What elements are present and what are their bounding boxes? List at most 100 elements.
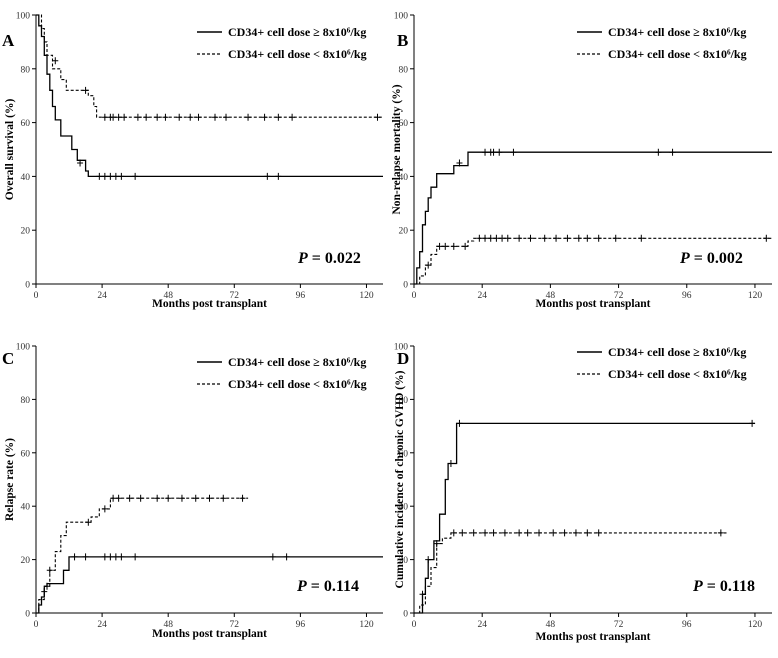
panel-letter: C [2, 349, 14, 368]
series-line-low-dose [36, 14, 383, 118]
x-tick-label: 120 [359, 620, 374, 630]
x-tick-label: 96 [296, 620, 306, 630]
x-tick-label: 120 [359, 291, 374, 301]
x-tick-label: 120 [748, 291, 763, 301]
censor-mark [638, 234, 645, 242]
censor-mark [516, 234, 523, 242]
censor-mark [482, 234, 489, 242]
series-line-low-dose [414, 237, 772, 285]
y-tick-label: 40 [399, 173, 409, 183]
x-tick-label: 72 [230, 620, 240, 630]
censor-mark [137, 494, 144, 502]
x-tick-label: 72 [614, 620, 624, 630]
censor-mark [763, 234, 770, 242]
p-value-number: = 0.022 [308, 250, 361, 267]
x-tick-label: 48 [546, 291, 556, 301]
censor-mark [584, 234, 591, 242]
censor-mark [575, 234, 582, 242]
legend-solid-label: CD34+ cell dose ≥ 8x10⁶/kg [608, 345, 746, 359]
p-value-number: = 0.002 [690, 250, 743, 267]
censor-mark [550, 529, 557, 537]
y-tick-label: 20 [399, 227, 409, 237]
censor-mark [132, 553, 139, 561]
censor-mark [482, 529, 489, 537]
censor-mark [118, 172, 125, 180]
censor-mark [749, 419, 756, 427]
p-value-symbol: P [297, 250, 308, 267]
y-tick-label: 40 [21, 173, 31, 183]
censor-mark [176, 113, 183, 121]
censor-mark [289, 113, 296, 121]
censor-mark [487, 234, 494, 242]
censor-mark [132, 172, 139, 180]
censor-mark [143, 113, 150, 121]
p-value-number: = 0.114 [307, 578, 359, 595]
y-tick-label: 40 [21, 503, 31, 513]
legend-solid-label: CD34+ cell dose ≥ 8x10⁶/kg [608, 25, 746, 39]
y-tick-label: 80 [21, 396, 31, 406]
censor-mark [595, 234, 602, 242]
chart-panel-d: D 0 20 40 60 80 100 0 24 48 72 96 120 Months post tra… [394, 343, 772, 643]
x-tick-label: 48 [546, 620, 556, 630]
censor-mark [374, 113, 381, 121]
x-tick-label: 0 [412, 620, 417, 630]
y-tick-label: 80 [399, 396, 409, 406]
x-axis-label: Months post transplant [152, 298, 267, 310]
chart-panel-b: B 0 20 40 60 80 100 0 24 48 72 96 120 Months post tra… [391, 12, 772, 310]
censor-mark [101, 553, 108, 561]
censor-mark [212, 113, 219, 121]
panel-letter: B [397, 31, 408, 50]
y-tick-label: 60 [399, 119, 409, 129]
censor-mark [584, 529, 591, 537]
x-tick-label: 120 [748, 620, 763, 630]
censor-mark [41, 588, 48, 596]
censor-mark [206, 494, 213, 502]
p-value: P = 0.118 [692, 578, 755, 595]
censor-mark [524, 529, 531, 537]
censor-mark [245, 113, 252, 121]
censor-mark [154, 113, 161, 121]
x-axis-label: Months post transplant [152, 628, 267, 640]
censor-mark [425, 556, 432, 564]
x-tick-label: 72 [230, 291, 240, 301]
censor-mark [165, 494, 172, 502]
censor-mark [447, 459, 454, 467]
censor-mark [223, 113, 230, 121]
censor-mark [261, 113, 268, 121]
x-axis-label: Months post transplant [535, 631, 650, 643]
censor-mark [669, 148, 676, 156]
x-tick-label: 0 [34, 291, 39, 301]
y-tick-label: 80 [399, 65, 409, 75]
censor-mark [476, 234, 483, 242]
censor-mark [195, 113, 202, 121]
censor-mark [107, 553, 114, 561]
p-value: P = 0.002 [679, 250, 743, 267]
censor-mark [655, 148, 662, 156]
series-line-low-dose [36, 497, 249, 614]
x-tick-label: 48 [163, 291, 173, 301]
y-tick-label: 20 [399, 556, 409, 566]
x-tick-label: 96 [682, 291, 692, 301]
censor-mark [52, 57, 59, 65]
censor-mark [187, 113, 194, 121]
censor-mark [96, 172, 103, 180]
censor-mark [450, 529, 457, 537]
censor-mark [115, 494, 122, 502]
censor-mark [275, 113, 282, 121]
p-value-symbol: P [296, 578, 307, 595]
x-tick-label: 24 [97, 620, 107, 630]
censor-mark [239, 494, 246, 502]
censor-mark [162, 113, 169, 121]
censor-mark [541, 234, 548, 242]
censor-mark [527, 234, 534, 242]
y-axis-label: Non-relapse mortality (%) [391, 84, 403, 214]
censor-mark [510, 148, 517, 156]
legend-dashed-label: CD34+ cell dose < 8x10⁶/kg [608, 367, 747, 381]
censor-mark [536, 529, 543, 537]
y-tick-label: 100 [16, 343, 31, 353]
censor-mark [490, 529, 497, 537]
y-axis-label: Overall survival (%) [4, 99, 16, 201]
censor-mark [493, 234, 500, 242]
censor-mark [71, 553, 78, 561]
censor-mark [456, 419, 463, 427]
